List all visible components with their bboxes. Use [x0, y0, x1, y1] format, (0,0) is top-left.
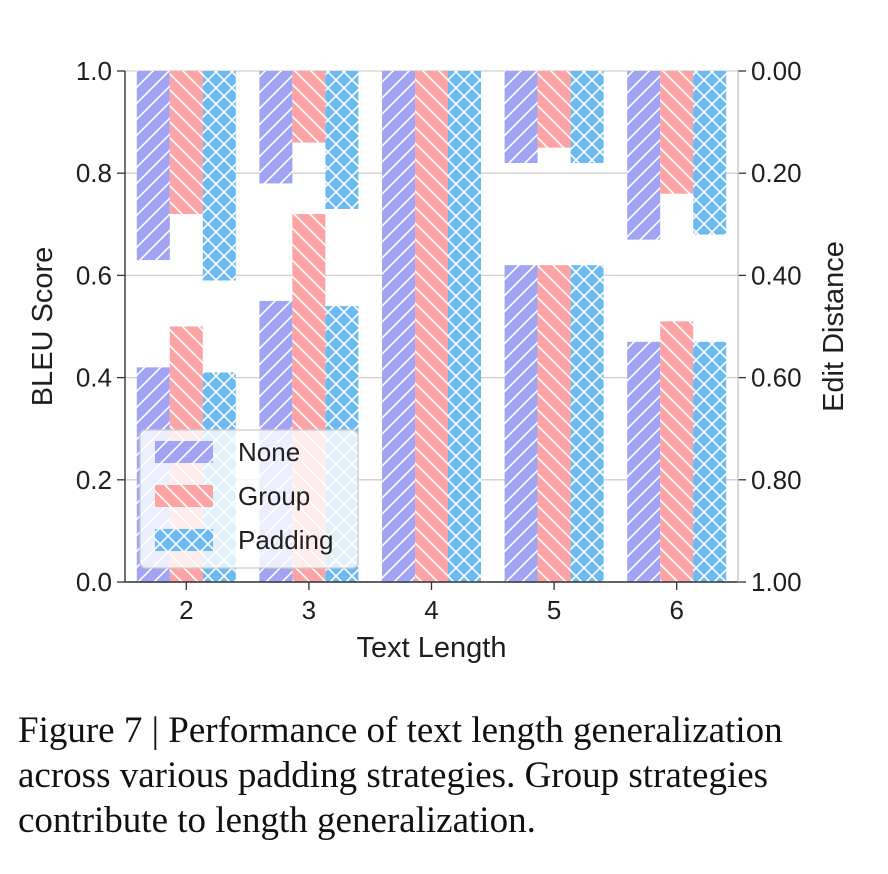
- bar-chart: 0.0 0.2 0.4 0.6 0.8 1.0 0.00 0.20 0.40 0.60 0.80 1.…: [27, 56, 850, 664]
- legend-swatch-none: [155, 441, 213, 463]
- x-tick-label: 6: [669, 595, 683, 625]
- y2-tick-label: 0.20: [751, 158, 802, 188]
- y2-tick-label: 1.00: [751, 567, 802, 597]
- bar-edit-distance-padding: [448, 71, 481, 582]
- bar-edit-distance-none: [382, 71, 415, 582]
- legend-label-none: None: [238, 437, 300, 467]
- x-tick-label: 2: [179, 595, 193, 625]
- y-axis-title: BLEU Score: [27, 247, 59, 407]
- y2-tick-label: 0.60: [751, 363, 802, 393]
- figure-caption: Figure 7 | Performance of text length ge…: [18, 710, 783, 841]
- bar-edit-distance-padding: [693, 71, 727, 235]
- axes: 0.0 0.2 0.4 0.6 0.8 1.0 0.00 0.20 0.40 0.60 0.80 1.…: [76, 56, 802, 625]
- legend: None Group Padding: [139, 429, 359, 569]
- legend-swatch-padding: [155, 529, 213, 551]
- bar-bleu-none: [627, 341, 661, 582]
- legend-swatch-group: [155, 485, 213, 507]
- bar-bleu-padding: [570, 265, 604, 582]
- x-tick-label: 4: [424, 595, 438, 625]
- y-tick-label: 1.0: [76, 56, 112, 86]
- y2-axis-title: Edit Distance: [818, 241, 850, 412]
- bar-edit-distance-group: [292, 71, 326, 143]
- y-tick-label: 0.6: [76, 260, 112, 290]
- x-axis-title: Text Length: [357, 632, 507, 664]
- bar-edit-distance-none: [259, 71, 293, 184]
- x-tick-label: 3: [302, 595, 316, 625]
- bar-edit-distance-padding: [325, 71, 359, 209]
- bar-edit-distance-none: [136, 71, 170, 261]
- bar-bleu-group: [660, 321, 694, 582]
- y-tick-label: 0.2: [76, 465, 112, 495]
- y-tick-label: 0.4: [76, 363, 112, 393]
- bar-edit-distance-none: [627, 71, 661, 240]
- bar-edit-distance-padding: [202, 71, 236, 281]
- x-tick-label: 5: [547, 595, 561, 625]
- bar-bleu-none: [504, 265, 538, 582]
- legend-label-group: Group: [238, 481, 310, 511]
- y2-tick-label: 0.40: [751, 260, 802, 290]
- bar-bleu-group: [537, 265, 571, 582]
- y2-tick-label: 0.00: [751, 56, 802, 86]
- bar-edit-distance-group: [169, 71, 203, 215]
- legend-label-padding: Padding: [238, 525, 333, 555]
- y-tick-label: 0.0: [76, 567, 112, 597]
- bar-edit-distance-group: [660, 71, 694, 194]
- bar-edit-distance-group: [537, 71, 571, 148]
- bar-edit-distance-none: [504, 71, 538, 163]
- bar-edit-distance-group: [415, 71, 448, 582]
- bar-edit-distance-padding: [570, 71, 604, 163]
- bar-bleu-padding: [693, 341, 727, 582]
- y2-tick-label: 0.80: [751, 465, 802, 495]
- y-tick-label: 0.8: [76, 158, 112, 188]
